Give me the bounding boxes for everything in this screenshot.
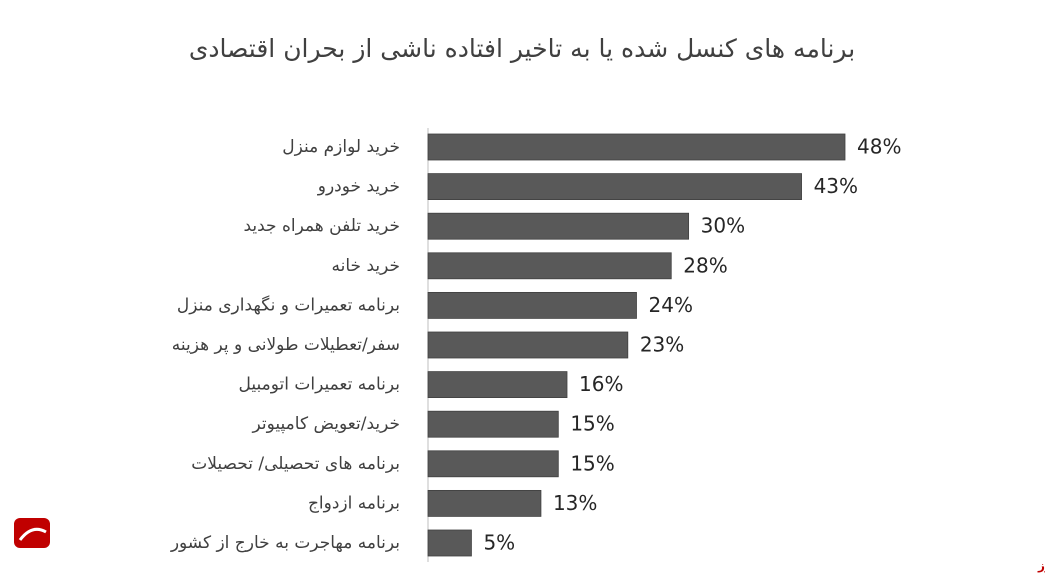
category-label: خرید تلفن همراه جدید (243, 216, 400, 236)
value-label: 28% (683, 253, 727, 277)
value-label: 24% (649, 293, 693, 317)
value-label: 15% (570, 412, 614, 436)
value-label: 16% (579, 372, 623, 396)
category-label: برنامه ازدواج (308, 493, 400, 513)
value-label: 15% (570, 451, 614, 475)
category-label: برنامه مهاجرت به خارج از کشور (170, 533, 400, 553)
bar (427, 133, 846, 161)
category-label: برنامه تعمیرات اتومبیل (238, 375, 400, 395)
bar (427, 489, 542, 517)
value-label: 23% (640, 333, 684, 357)
bar (427, 291, 637, 319)
bar (427, 331, 629, 359)
category-label: خرید خانه (332, 256, 400, 276)
category-label: سفر/تعطیلات طولانی و پر هزینه (172, 335, 400, 355)
value-label: 30% (701, 214, 745, 238)
category-label: خرید لوازم منزل (282, 137, 400, 157)
logo (14, 518, 50, 548)
source: بورس نیوز (1037, 559, 1045, 574)
chart-title: برنامه های کنسل شده یا به تاخیر افتاده ن… (189, 34, 855, 63)
bar (427, 173, 802, 201)
category-label: خرید خودرو (317, 177, 400, 197)
bar (427, 371, 568, 399)
category-label: برنامه تعمیرات و نگهداری منزل (177, 294, 400, 315)
value-label: 48% (857, 135, 901, 159)
bar (427, 410, 559, 438)
bar (427, 450, 559, 478)
category-label: خرید/تعویض کامپیوتر (252, 414, 400, 434)
value-label: 13% (553, 491, 597, 515)
value-label: 5% (483, 531, 515, 555)
bar (427, 529, 472, 557)
category-label: برنامه های تحصیلی/ تحصیلات (191, 454, 400, 474)
bar (427, 212, 690, 240)
value-label: 43% (814, 174, 858, 198)
bar (427, 252, 672, 280)
